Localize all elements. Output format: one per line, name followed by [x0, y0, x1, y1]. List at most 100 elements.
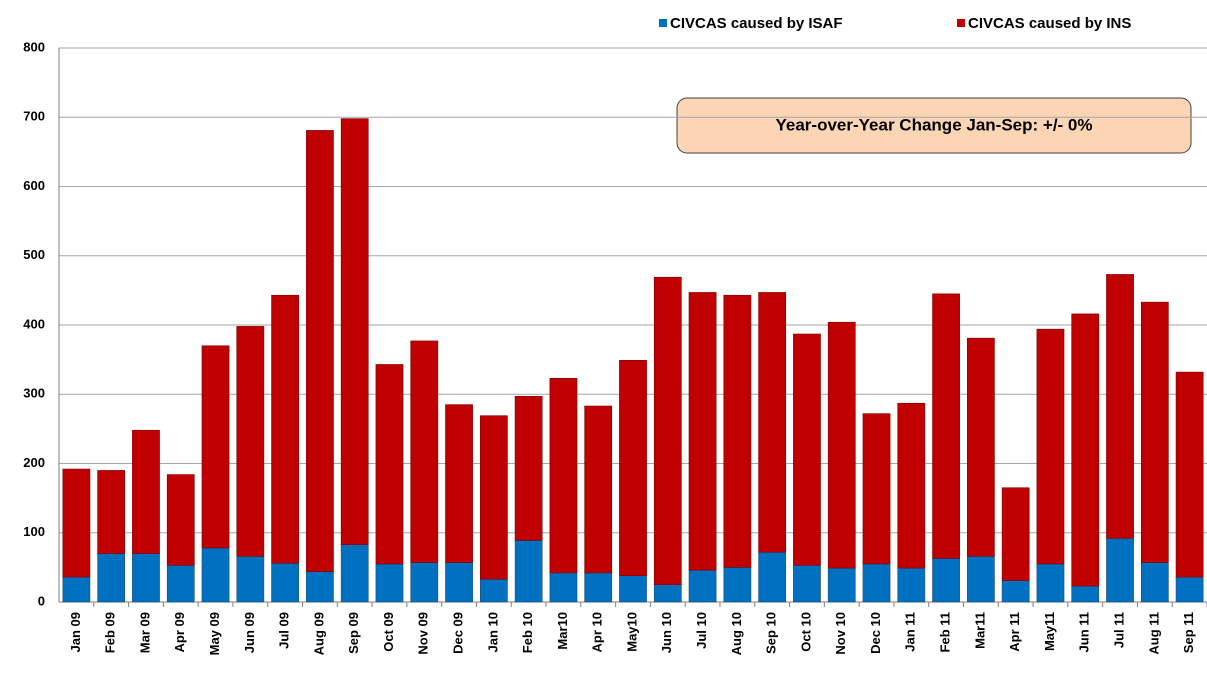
bar-segment [1140, 301, 1169, 563]
bar-segment [236, 326, 265, 557]
bar-segment [97, 470, 126, 554]
bar-segment [897, 567, 926, 603]
bar-segment [827, 567, 856, 603]
bar-segment [932, 293, 960, 559]
bar-segment [619, 360, 647, 576]
x-tick-label: Feb 11 [938, 612, 953, 652]
bar-segment [166, 474, 195, 566]
x-tick-label: Jun 11 [1077, 612, 1092, 652]
bar-segment [166, 564, 195, 603]
bar-segment [340, 544, 369, 603]
bar-segment [201, 345, 230, 549]
bar-segment [1071, 585, 1100, 603]
bar-segment [1106, 274, 1134, 539]
x-tick-label: Aug 09 [311, 612, 326, 655]
y-tick-label: 700 [23, 109, 45, 124]
bar-segment [236, 555, 265, 603]
x-tick-label: Jun 09 [242, 612, 257, 653]
bar-segment [723, 294, 752, 568]
bar-segment [758, 551, 787, 603]
bar-segment [410, 562, 439, 603]
x-tick-label: Oct 10 [798, 612, 813, 652]
y-tick-label: 500 [23, 247, 45, 262]
bar-segment [584, 572, 613, 603]
y-tick-label: 400 [23, 316, 45, 331]
x-tick-label: Apr 10 [590, 612, 605, 652]
annotation: Year-over-Year Change Jan-Sep: +/- 0% [776, 115, 1093, 134]
x-tick-label: Apr 09 [172, 612, 187, 652]
y-tick-label: 800 [23, 39, 45, 54]
y-tick-label: 300 [23, 386, 45, 401]
bar-segment [793, 333, 821, 566]
bar-segment [688, 569, 717, 603]
bar-segment [549, 378, 578, 574]
x-tick-label: Dec 10 [868, 612, 883, 654]
y-tick-label: 200 [23, 455, 45, 470]
bar-segment [1036, 563, 1065, 603]
bar-segment [1071, 313, 1100, 587]
bar-segment [514, 396, 543, 541]
bar-segment [62, 576, 91, 603]
y-tick-label: 0 [38, 593, 45, 608]
bar-segment [1106, 537, 1134, 603]
annotation-box [676, 97, 1192, 154]
bar-segment [62, 468, 91, 578]
legend-swatch [957, 19, 965, 27]
bar-segment [375, 364, 404, 565]
bar-segment [584, 405, 613, 574]
bar-segment [514, 540, 543, 603]
x-tick-label: Aug 11 [1146, 612, 1161, 655]
x-tick-label: Jan 09 [68, 612, 83, 652]
x-tick-label: May11 [1042, 612, 1057, 651]
bar-segment [271, 562, 299, 603]
x-tick-label: Jul 11 [1111, 612, 1126, 648]
bar-segment [445, 404, 473, 563]
bar-segment [1036, 328, 1065, 565]
x-tick-label: Jun 10 [659, 612, 674, 653]
bar-segment [967, 555, 995, 603]
bar-segment [793, 564, 821, 603]
bar-segment [723, 567, 752, 603]
bar-segment [897, 402, 926, 569]
bar-segment [549, 572, 578, 603]
bar-segment [1001, 580, 1030, 603]
x-tick-label: Mar 09 [137, 612, 152, 653]
x-tick-label: May10 [624, 612, 639, 652]
x-tick-label: Mar10 [555, 612, 570, 650]
x-tick-label: Jul 09 [277, 612, 292, 649]
x-tick-label: Nov 09 [416, 612, 431, 655]
x-tick-label: Feb 09 [103, 612, 118, 653]
y-tick-label: 100 [23, 524, 45, 539]
x-tick-label: Jan 10 [485, 612, 500, 652]
bar-segment [1001, 487, 1030, 581]
bar-segment [132, 429, 160, 554]
bar-segment [201, 547, 230, 603]
bar-segment [619, 575, 647, 603]
x-tick-label: Sep 11 [1181, 612, 1196, 653]
bar-segment [479, 415, 508, 580]
x-tick-label: Feb 10 [520, 612, 535, 653]
legend-label: CIVCAS caused by INS [968, 15, 1131, 32]
bar-segment [862, 413, 891, 565]
bar-segment [479, 578, 508, 603]
x-tick-label: Nov 10 [833, 612, 848, 655]
bar-segment [827, 321, 856, 569]
x-tick-label: Sep 09 [346, 612, 361, 654]
bar-segment [653, 584, 682, 603]
x-tick-label: Sep 10 [764, 612, 779, 654]
x-tick-label: Oct 09 [381, 612, 396, 652]
legend-label: CIVCAS caused by ISAF [670, 15, 843, 32]
bar-segment [862, 563, 891, 603]
bar-segment [967, 337, 995, 557]
bar-segment [1175, 371, 1204, 578]
x-tick-label: Jul 10 [694, 612, 709, 649]
x-tick-label: Mar11 [972, 612, 987, 649]
bar-segment [1140, 562, 1169, 603]
bar-segment [932, 558, 960, 603]
legend-swatch [659, 19, 667, 27]
x-tick-label: Aug 10 [729, 612, 744, 655]
bar-segment [306, 571, 334, 603]
bar-segment [132, 553, 160, 603]
bar-segment [758, 292, 787, 553]
